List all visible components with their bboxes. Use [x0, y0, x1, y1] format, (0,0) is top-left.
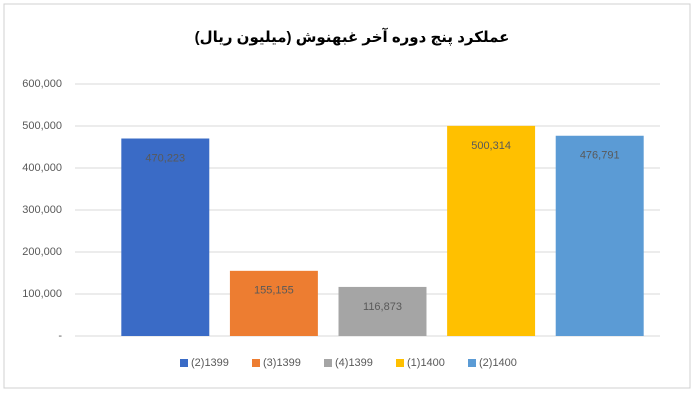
value-label: 476,791: [580, 150, 620, 162]
y-tick-label: 400,000: [22, 162, 62, 174]
legend-label: (2)1400: [479, 357, 517, 369]
y-tick-label: 500,000: [22, 120, 62, 132]
bar: [447, 125, 536, 336]
value-label: 116,873: [363, 301, 402, 313]
legend-label: (4)1399: [335, 357, 373, 369]
bar: [338, 286, 427, 336]
y-tick-label: 300,000: [22, 204, 62, 216]
legend-label: (2)1399: [191, 357, 229, 369]
bar: [555, 135, 644, 336]
y-tick-label: 200,000: [22, 246, 62, 258]
value-label: 500,314: [471, 140, 511, 152]
y-tick-label: -: [58, 330, 62, 342]
bar: [229, 270, 318, 336]
legend-label: (1)1400: [407, 357, 445, 369]
legend-swatch: [324, 359, 332, 367]
y-tick-label: 600,000: [22, 78, 62, 90]
legend-swatch: [396, 359, 404, 367]
y-tick-label: 100,000: [22, 288, 62, 300]
value-label: 470,223: [145, 152, 185, 164]
chart-title: عملکرد پنج دوره آخر غبهنوش (میلیون ریال): [195, 28, 510, 47]
legend-label: (3)1399: [263, 357, 301, 369]
legend-swatch: [180, 359, 188, 367]
legend-swatch: [468, 359, 476, 367]
legend-swatch: [252, 359, 260, 367]
value-label: 155,155: [254, 285, 294, 297]
bar: [121, 138, 210, 336]
